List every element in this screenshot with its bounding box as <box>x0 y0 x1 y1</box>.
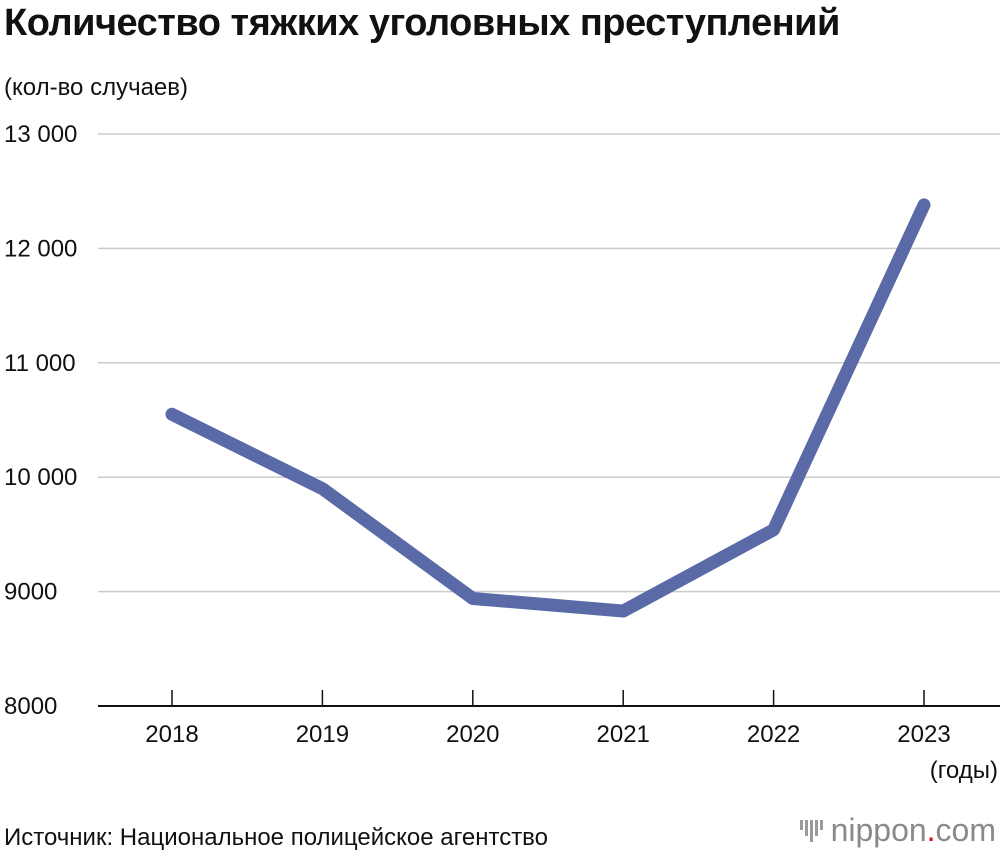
y-tick-label: 12 000 <box>4 235 77 262</box>
y-axis-unit-label: (кол-во случаев) <box>4 74 189 101</box>
source-note: Источник: Национальное полицейское агент… <box>4 824 549 851</box>
x-tick-label: 2019 <box>296 721 349 748</box>
y-tick-labels: 8000 9000 10 000 11 000 12 000 13 000 <box>4 121 77 720</box>
x-ticks: 2018 2019 2020 2021 2022 2023 <box>145 690 951 748</box>
x-tick-label: 2023 <box>897 721 950 748</box>
logo-dot: . <box>926 812 936 848</box>
chart-title: Количество тяжких уголовных преступлений <box>4 2 840 44</box>
x-tick-label: 2021 <box>597 721 650 748</box>
series-line <box>165 198 931 618</box>
logo-suffix: com <box>935 812 996 848</box>
x-axis-label: (годы) <box>930 757 998 784</box>
gridlines <box>98 133 1000 707</box>
x-tick-label: 2020 <box>446 721 499 748</box>
x-tick-label: 2018 <box>145 721 198 748</box>
logo-name: nippon <box>830 812 927 848</box>
x-tick-label: 2022 <box>747 721 800 748</box>
series-layer <box>165 198 931 618</box>
y-tick-label: 9000 <box>4 579 57 606</box>
y-tick-label: 11 000 <box>4 350 76 377</box>
y-tick-label: 13 000 <box>4 121 77 148</box>
y-tick-label: 8000 <box>4 693 57 720</box>
nippon-logo: nippon. com <box>799 812 996 849</box>
logo-mark-icon <box>799 819 823 842</box>
y-tick-label: 10 000 <box>4 464 77 491</box>
